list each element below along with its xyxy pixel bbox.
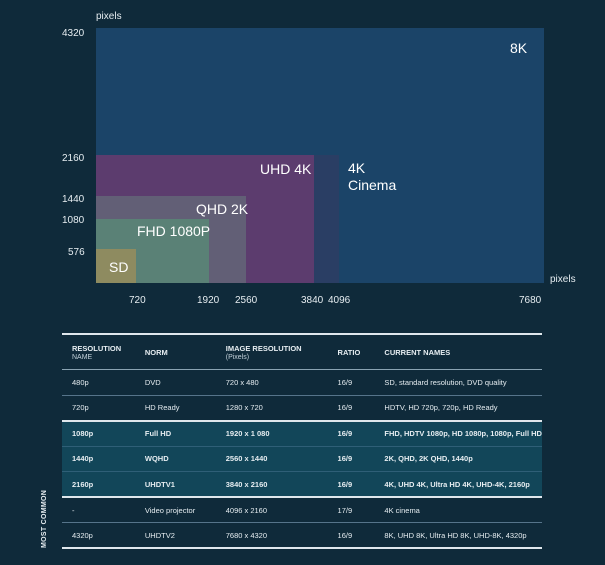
y-axis-label: pixels <box>96 11 122 22</box>
cell: UHDTV1 <box>134 471 216 498</box>
col-norm: NORM <box>134 333 216 370</box>
table-header-row: RESOLUTION NAME NORM IMAGE RESOLUTION (Pix… <box>62 333 542 370</box>
x-tick-label: 7680 <box>519 295 542 306</box>
cell: 2K, QHD, 2K QHD, 1440p <box>374 446 542 472</box>
table-row: 480p DVD 720 x 480 16/9 SD, standard res… <box>62 369 542 396</box>
cell: 16/9 <box>327 395 375 421</box>
cell: 4K, UHD 4K, Ultra HD 4K, UHD-4K, 2160p <box>374 471 542 498</box>
cell: SD, standard resolution, DVD quality <box>374 369 542 396</box>
cell: DVD <box>134 369 216 396</box>
cell: 3840 x 2160 <box>215 471 328 498</box>
cell: WQHD <box>134 446 216 472</box>
y-tick-label: 1440 <box>62 194 85 205</box>
cell: 1280 x 720 <box>215 395 328 421</box>
cell: 16/9 <box>327 446 375 472</box>
label-qhd-2k: QHD 2K <box>196 201 249 217</box>
table-row: 2160p UHDTV1 3840 x 2160 16/9 4K, UHD 4K… <box>62 471 542 498</box>
y-tick-label: 576 <box>68 247 85 258</box>
cell: 16/9 <box>327 369 375 396</box>
label-sd: SD <box>109 259 129 275</box>
cell: UHDTV2 <box>134 522 216 549</box>
col-current-names: CURRENT NAMES <box>374 333 542 370</box>
x-tick-label: 720 <box>129 295 146 306</box>
cell: Video projector <box>134 497 216 523</box>
x-axis-label: pixels <box>550 274 576 285</box>
label-8k: 8K <box>510 40 528 56</box>
y-tick-label: 1080 <box>62 215 85 226</box>
cell: 8K, UHD 8K, Ultra HD 8K, UHD-8K, 4320p <box>374 522 542 549</box>
label-fhd-1080p: FHD 1080P <box>137 223 211 239</box>
x-tick-label: 4096 <box>328 295 351 306</box>
col-resolution-name: RESOLUTION NAME <box>62 333 135 370</box>
cell: HDTV, HD 720p, 720p, HD Ready <box>374 395 542 421</box>
cell: 720 x 480 <box>215 369 328 396</box>
cell: 1920 x 1 080 <box>215 419 328 447</box>
table-row: 720p HD Ready 1280 x 720 16/9 HDTV, HD 7… <box>62 395 542 421</box>
table-row: - Video projector 4096 x 2160 17/9 4K ci… <box>62 497 542 523</box>
x-tick-label: 3840 <box>301 295 324 306</box>
cell: 16/9 <box>327 522 375 549</box>
cell: 4096 x 2160 <box>215 497 328 523</box>
resolution-table: RESOLUTION NAME NORM IMAGE RESOLUTION (Pix… <box>62 333 542 549</box>
cell: 17/9 <box>327 497 375 523</box>
cell: 720p <box>62 395 135 421</box>
cell: 7680 x 4320 <box>215 522 328 549</box>
cell: HD Ready <box>134 395 216 421</box>
cell: 1440p <box>62 446 135 472</box>
cell: Full HD <box>134 419 216 447</box>
cell: 2560 x 1440 <box>215 446 328 472</box>
cell: 16/9 <box>327 471 375 498</box>
cell: 1080p <box>62 419 135 447</box>
rect-sd <box>96 249 136 283</box>
x-tick-label: 2560 <box>235 295 258 306</box>
cell: 16/9 <box>327 419 375 447</box>
y-tick-label: 2160 <box>62 153 85 164</box>
cell: 4320p <box>62 522 135 549</box>
cell: 4K cinema <box>374 497 542 523</box>
table-row: 1440p WQHD 2560 x 1440 16/9 2K, QHD, 2K … <box>62 446 542 472</box>
y-tick-label: 4320 <box>62 28 85 39</box>
x-tick-label: 1920 <box>197 295 220 306</box>
cell: 2160p <box>62 471 135 498</box>
cell: - <box>62 497 135 523</box>
cell: FHD, HDTV 1080p, HD 1080p, 1080p, Full H… <box>374 419 542 447</box>
label-uhd-4k: UHD 4K <box>260 161 312 177</box>
most-common-label: MOST COMMON <box>41 489 48 548</box>
col-ratio: RATIO <box>327 333 375 370</box>
table-row: 4320p UHDTV2 7680 x 4320 16/9 8K, UHD 8K… <box>62 522 542 549</box>
col-image-resolution: IMAGE RESOLUTION (Pixels) <box>215 333 328 370</box>
cell: 480p <box>62 369 135 396</box>
label-4k-cinema: 4K Cinema <box>348 160 397 193</box>
table-row: 1080p Full HD 1920 x 1 080 16/9 FHD, HDT… <box>62 419 542 447</box>
